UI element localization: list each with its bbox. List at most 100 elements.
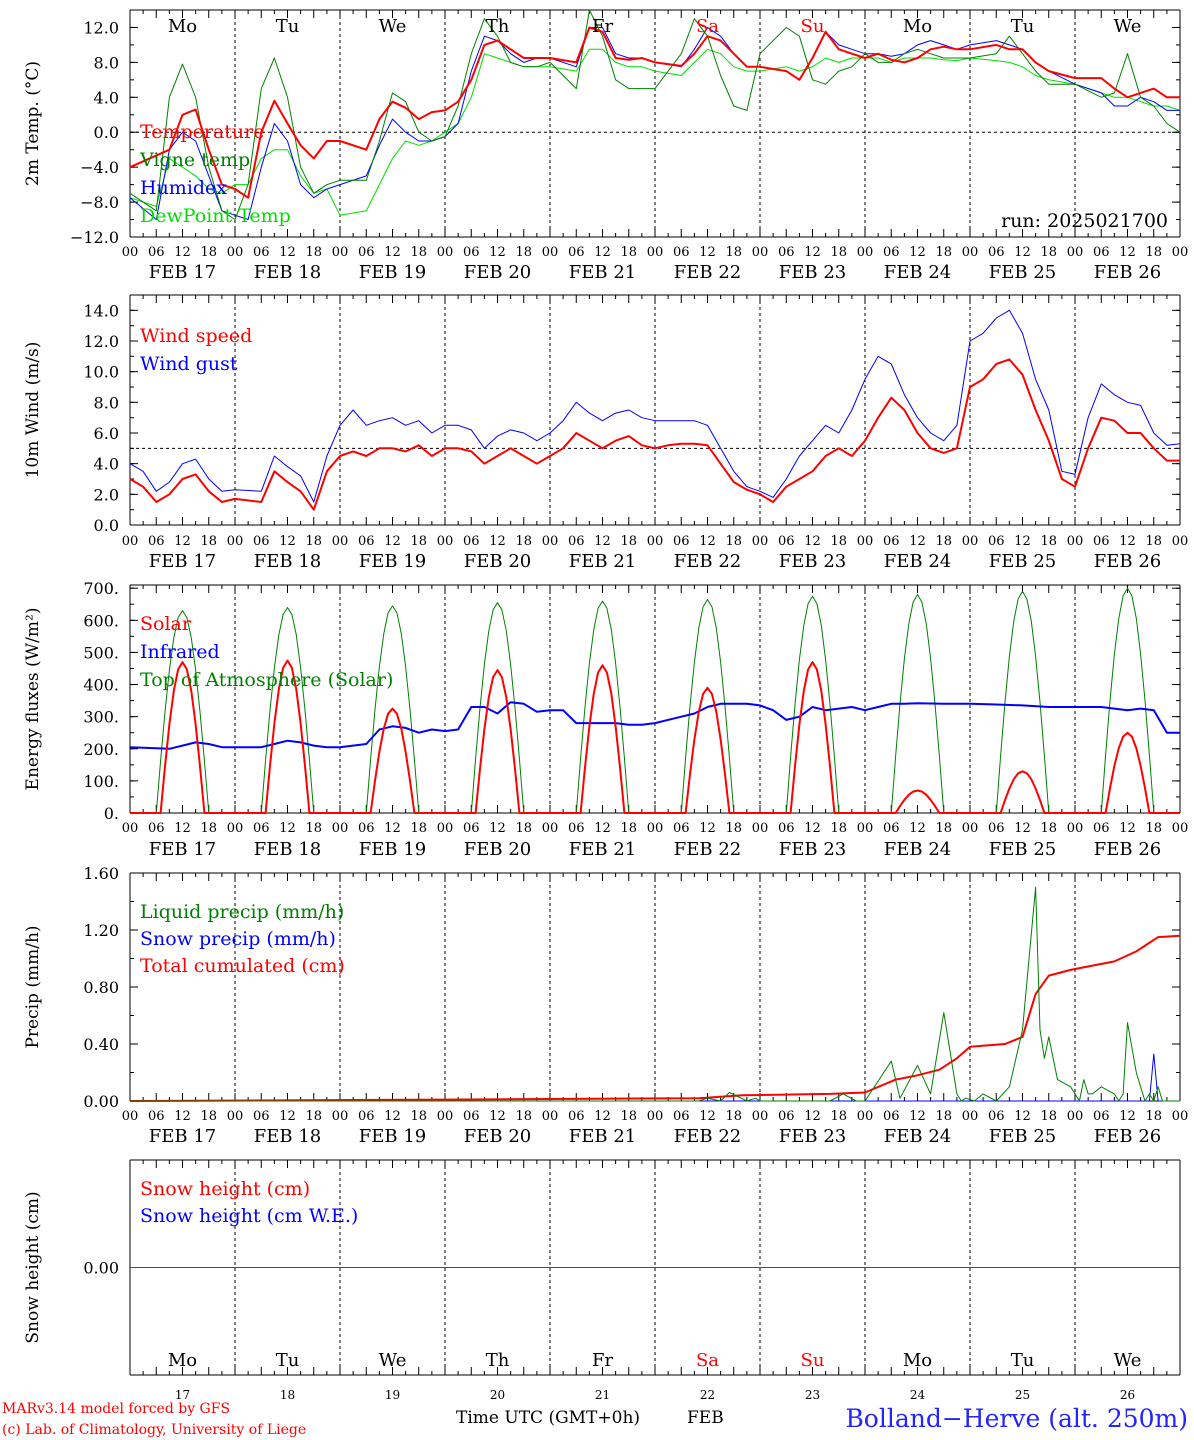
y-axis-label: 2m Temp. (°C): [23, 61, 43, 186]
date-label: FEB 25: [989, 839, 1056, 860]
hour-tick-label: 18: [200, 534, 217, 549]
hour-tick-label: 06: [778, 245, 795, 260]
footer-lab-credit: (c) Lab. of Climatology, University of L…: [2, 1422, 306, 1438]
hour-tick-label: 06: [253, 245, 270, 260]
hour-tick-label: 12: [1119, 1109, 1136, 1124]
hour-tick-label: 18: [305, 1109, 322, 1124]
hour-tick-label: 00: [122, 1109, 139, 1124]
hour-tick-label: 06: [883, 1109, 900, 1124]
hour-tick-label: 06: [253, 1109, 270, 1124]
hour-tick-label: 00: [857, 1109, 874, 1124]
day-label-bottom: Tu: [276, 1350, 300, 1371]
hour-tick-label: 12: [174, 821, 191, 836]
hour-tick-label: 18: [725, 245, 742, 260]
hour-tick-label: 18: [620, 245, 637, 260]
hour-tick-label: 12: [279, 1109, 296, 1124]
hour-tick-label: 18: [1145, 534, 1162, 549]
hour-tick-label: 06: [988, 1109, 1005, 1124]
station-title: Bolland−Herve (alt. 250m): [845, 1404, 1188, 1433]
hour-tick-label: 00: [752, 821, 769, 836]
day-label-bottom: Mo: [903, 1350, 932, 1371]
hour-tick-label: 00: [647, 534, 664, 549]
hour-tick-label: 18: [725, 1109, 742, 1124]
date-label: FEB 17: [149, 1126, 216, 1147]
y-axis-label: Snow height (cm): [23, 1191, 43, 1343]
hour-tick-label: 12: [489, 821, 506, 836]
hour-tick-label: 12: [909, 821, 926, 836]
date-label: FEB 18: [254, 262, 321, 283]
hour-tick-label: 06: [1093, 534, 1110, 549]
hour-tick-label: 12: [804, 821, 821, 836]
day-label-bottom: Mo: [168, 1350, 197, 1371]
hour-tick-label: 12: [174, 245, 191, 260]
y-tick-label: 0.: [104, 804, 119, 823]
hour-tick-label: 18: [515, 821, 532, 836]
hour-tick-label: 06: [463, 245, 480, 260]
hour-tick-label: 06: [988, 534, 1005, 549]
y-tick-label: 12.0: [83, 18, 119, 37]
series-line-vigne-temp: [129, 9, 1181, 220]
hour-tick-label: 00: [857, 534, 874, 549]
y-tick-label: 700.: [83, 579, 119, 598]
hour-tick-label: 18: [515, 245, 532, 260]
hour-tick-label: 12: [384, 1109, 401, 1124]
y-tick-label: 1.60: [83, 864, 119, 883]
y-tick-label: 8.0: [94, 393, 119, 412]
y-tick-label: 6.0: [94, 424, 119, 443]
day-number-label: 21: [595, 1388, 610, 1402]
date-label: FEB 19: [359, 551, 426, 572]
hour-tick-label: 00: [962, 1109, 979, 1124]
hour-tick-label: 00: [332, 821, 349, 836]
hour-tick-label: 06: [988, 245, 1005, 260]
date-label: FEB 18: [254, 551, 321, 572]
date-label: FEB 25: [989, 262, 1056, 283]
y-tick-label: 100.: [83, 772, 119, 791]
footer-time-axis-label: Time UTC (GMT+0h): [456, 1408, 640, 1428]
hour-tick-label: 00: [962, 821, 979, 836]
date-label: FEB 20: [464, 262, 531, 283]
y-tick-label: 4.0: [94, 455, 119, 474]
date-label: FEB 20: [464, 1126, 531, 1147]
date-label: FEB 20: [464, 839, 531, 860]
legend-entry: Snow precip (mm/h): [140, 928, 336, 950]
hour-tick-label: 00: [752, 245, 769, 260]
day-number-label: 25: [1015, 1388, 1030, 1402]
hour-tick-label: 00: [542, 1109, 559, 1124]
hour-tick-label: 00: [1172, 534, 1189, 549]
date-label: FEB 25: [989, 551, 1056, 572]
hour-tick-label: 00: [332, 245, 349, 260]
date-label: FEB 22: [674, 839, 741, 860]
hour-tick-label: 18: [305, 534, 322, 549]
hour-tick-label: 06: [673, 821, 690, 836]
hour-tick-label: 18: [935, 245, 952, 260]
hour-tick-label: 18: [305, 821, 322, 836]
day-label-bottom: Tu: [1011, 1350, 1035, 1371]
hour-tick-label: 06: [253, 534, 270, 549]
hour-tick-label: 00: [122, 534, 139, 549]
legend-entry: DewPoint Temp: [140, 205, 291, 227]
hour-tick-label: 00: [437, 245, 454, 260]
y-tick-label: 8.0: [94, 53, 119, 72]
hour-tick-label: 18: [1040, 534, 1057, 549]
hour-tick-label: 18: [830, 245, 847, 260]
date-label: FEB 17: [149, 262, 216, 283]
hour-tick-label: 06: [1093, 1109, 1110, 1124]
panel-energy: 0. 100. 200. 300. 400. 500. 600. 700. Energy flu…: [23, 579, 1188, 860]
hour-tick-label: 12: [909, 245, 926, 260]
hour-tick-label: 06: [883, 821, 900, 836]
series-line-wind-speed: [129, 358, 1180, 511]
day-number-label: 18: [280, 1388, 295, 1402]
date-label: FEB 24: [884, 1126, 951, 1147]
hour-tick-label: 18: [410, 821, 427, 836]
hour-tick-label: 06: [358, 1109, 375, 1124]
hour-tick-label: 12: [594, 245, 611, 260]
hour-tick-label: 12: [279, 245, 296, 260]
hour-tick-label: 12: [384, 534, 401, 549]
hour-tick-label: 12: [594, 534, 611, 549]
hour-tick-label: 12: [594, 1109, 611, 1124]
date-label: FEB 22: [674, 551, 741, 572]
y-tick-label: 0.0: [94, 516, 119, 535]
hour-tick-label: 00: [647, 1109, 664, 1124]
day-number-label: 17: [175, 1388, 190, 1402]
y-tick-label: −8.0: [80, 193, 119, 212]
